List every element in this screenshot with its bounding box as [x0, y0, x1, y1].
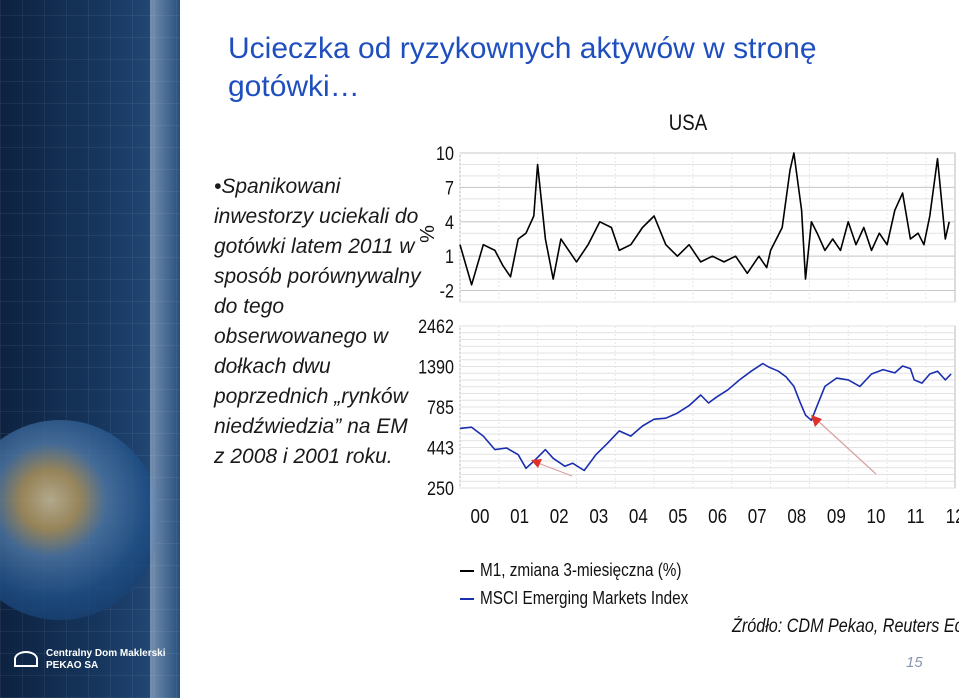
chart-title: USA [669, 112, 708, 136]
xtick-label: 07 [748, 505, 767, 528]
trough-2001-arrow-head [531, 459, 542, 468]
xtick-label: 04 [629, 505, 648, 528]
logo-line1: Centralny Dom Maklerski [46, 648, 166, 659]
xtick-label: 11 [907, 505, 925, 528]
xtick-label: 08 [787, 505, 806, 528]
m1-ytick-label: 10 [436, 143, 454, 165]
msci-series-line [459, 362, 952, 472]
m1-ytick-label: -2 [440, 280, 454, 302]
band-edge-glow [150, 0, 180, 698]
trough-2008-arrow-head [811, 415, 822, 427]
msci-ytick-label: 2462 [418, 316, 454, 338]
page-number: 15 [906, 654, 923, 671]
xtick-label: 00 [471, 505, 490, 528]
globe-image [0, 420, 160, 620]
company-logo: Centralny Dom Maklerski PEKAO SA [14, 646, 172, 674]
xtick-label: 06 [708, 505, 727, 528]
xtick-label: 03 [589, 505, 608, 528]
trough-2001-arrow-line [537, 462, 573, 477]
m1-ylabel: % [417, 225, 439, 243]
legend-label-msci: MSCI Emerging Markets Index [480, 588, 689, 608]
xtick-label: 12 [946, 505, 959, 528]
logo-line2: PEKAO SA [46, 660, 99, 671]
msci-ytick-label: 443 [427, 437, 454, 459]
xtick-label: 02 [550, 505, 569, 528]
xtick-label: 01 [510, 505, 529, 528]
m1-plot-frame [459, 152, 956, 303]
legend-swatch-m1 [460, 570, 474, 573]
chart-legend: M1, zmiana 3-miesięczna (%) MSCI Emergin… [460, 560, 725, 616]
source-note: Źródło: CDM Pekao, Reuters EcoWin [732, 616, 959, 637]
msci-ytick-label: 785 [427, 397, 454, 419]
m1-ytick-label: 1 [445, 246, 454, 268]
legend-label-m1: M1, zmiana 3-miesięczna (%) [480, 560, 682, 580]
xtick-label: 09 [827, 505, 846, 528]
msci-ytick-label: 1390 [418, 356, 454, 378]
m1-series-line [459, 152, 950, 286]
m1-ytick-label: 7 [445, 177, 454, 199]
m1-ytick-label: 4 [445, 212, 454, 234]
decorative-side-band: Centralny Dom Maklerski PEKAO SA [0, 0, 180, 698]
slide-title: Ucieczka od ryzykownych aktywów w stronę… [228, 32, 817, 103]
xtick-label: 05 [669, 505, 688, 528]
annotations [531, 415, 877, 477]
msci-panel: 2462 1390 785 443 250 00 01 02 03 04 05 06 07 08 09 10 1… [418, 316, 959, 528]
trough-2008-arrow-line [816, 419, 877, 475]
m1-panel: 10 7 4 1 -2% USA [417, 112, 956, 303]
legend-item-msci: MSCI Emerging Markets Index [460, 588, 725, 616]
xtick-label: 10 [867, 505, 886, 528]
msci-ytick-label: 250 [427, 478, 454, 500]
legend-swatch-msci [460, 598, 474, 601]
legend-item-m1: M1, zmiana 3-miesięczna (%) [460, 560, 725, 588]
logo-arch-icon [14, 651, 38, 667]
bullet-text: •Spanikowani inwestorzy uciekali do gotó… [214, 175, 421, 468]
